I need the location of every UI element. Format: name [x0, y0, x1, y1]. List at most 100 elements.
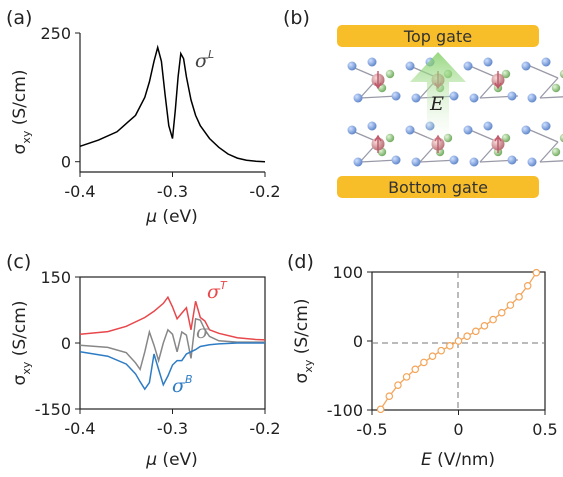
svg-text:σxy (S/cm): σxy (S/cm) [10, 70, 33, 155]
lattice-atom-blue [347, 125, 357, 135]
panel-label-b: (b) [283, 7, 310, 29]
panel-a-ylabel: σxy (S/cm) [10, 70, 33, 155]
lattice-atom-green [501, 69, 511, 79]
spin-arrow-icon [374, 134, 382, 153]
lattice-atom-green [551, 83, 561, 93]
lattice-bond [529, 129, 559, 143]
panel-label-a: (a) [6, 7, 32, 29]
panel-d-data-point [428, 352, 437, 360]
panel-d-data-point [471, 327, 480, 336]
panel-c-ytick-label: 0 [61, 334, 71, 353]
spin-arrow-icon [374, 71, 382, 90]
electric-field-label: E [429, 93, 444, 115]
panel-a-xtick-label: -0.3 [157, 182, 188, 201]
lattice-atom-green [559, 69, 563, 79]
panel-d-data-point [515, 293, 523, 301]
panel-d-ytick-label: 100 [332, 263, 363, 282]
lattice-atom-blue [391, 91, 401, 101]
lattice-atom-blue [411, 93, 421, 103]
lattice-atom-blue [405, 125, 415, 135]
panel-a-annotation: σL [195, 48, 214, 72]
panel-d-data-point [376, 405, 385, 414]
lattice-atom-blue [405, 61, 415, 71]
panel-a-ytick-label: 0 [61, 153, 71, 172]
lattice-atom-blue [507, 91, 517, 101]
panel-a-axes-frame [79, 33, 265, 173]
panel-c-ytick-label: 150 [40, 268, 71, 287]
panel-c-series-sigma [79, 317, 265, 372]
lattice-atom-green [559, 133, 563, 143]
panel-d-data-point [402, 373, 411, 381]
panel-c-annotation-total: σ [196, 321, 210, 343]
lattice-atom-blue [541, 121, 551, 131]
panel-d-data-point [489, 315, 497, 324]
lattice-atom-blue [463, 125, 473, 135]
panel-c-annotation-bottom: σB [172, 373, 193, 397]
lattice-atom-blue [449, 155, 459, 165]
lattice-atom-blue [527, 157, 537, 167]
lattice-atom-blue [391, 155, 401, 165]
panel-b-illustration: Top gate Bottom gate E [337, 25, 563, 198]
lattice-atom-blue [521, 125, 531, 135]
spin-arrow-icon [494, 134, 502, 153]
electric-field-arrow [410, 52, 466, 152]
lattice-atom-blue [367, 121, 377, 131]
svg-text:σxy (S/cm): σxy (S/cm) [10, 301, 33, 386]
lattice-atom-blue [469, 93, 479, 103]
panel-d-data-point [506, 301, 515, 309]
panel-d-data-point [446, 342, 454, 350]
panel-a-ytick-label: 250 [40, 24, 71, 43]
lattice-atom-blue [483, 121, 493, 131]
panel-c-series-sigma-b [79, 342, 265, 391]
bottom-gate-label: Bottom gate [388, 178, 488, 197]
panel-label-d: (d) [287, 251, 314, 273]
panel-d-ylabel: σxy (S/cm) [292, 299, 315, 384]
lattice-atom-blue [521, 61, 531, 71]
panel-d-data-point [385, 392, 394, 401]
panel-d-data-point [454, 337, 463, 345]
lattice-bond [539, 141, 559, 163]
lattice-atom-blue [411, 157, 421, 167]
panel-d-ytick-label: 0 [353, 332, 363, 351]
lattice-bond [539, 160, 563, 163]
lattice-atom-blue [353, 157, 363, 167]
lattice-bond [529, 65, 559, 79]
panel-d-chart: -0.5 0 0.5 -100 0 100 σxy (S/cm) E (V/nm) [292, 263, 558, 470]
panel-d-xlabel: E (V/nm) [421, 450, 495, 470]
panel-c-series-sigma-t [79, 295, 266, 341]
panel-d-data-point [420, 358, 428, 367]
panel-d-data-point [532, 268, 541, 277]
panel-d-xtick-label: -0.5 [356, 420, 387, 439]
panel-d-data-point [480, 322, 489, 330]
lattice-atom-blue [483, 57, 493, 67]
panel-a-series-sigma-l [79, 44, 266, 163]
panel-d-data-point [411, 365, 420, 374]
lattice-atom-blue [353, 93, 363, 103]
panel-a-xlabel: μ (eV) [145, 207, 198, 227]
panel-d-data-point [463, 332, 471, 340]
panel-d-xtick-label: 0.5 [532, 420, 557, 439]
lattice-atom-blue [347, 61, 357, 71]
top-gate [337, 25, 539, 47]
lattice-atom-green [551, 147, 561, 157]
svg-text:σxy (S/cm): σxy (S/cm) [292, 299, 315, 384]
panel-c-xtick-label: -0.2 [249, 419, 280, 438]
panel-a-chart: -0.4 -0.3 -0.2 0 250 σL σxy (S/cm) μ (eV) [10, 24, 281, 227]
lattice-bond [539, 96, 563, 99]
panel-c-annotation-top: σT [207, 279, 228, 303]
panel-d-data-point [437, 346, 446, 355]
lattice-atom-blue [469, 157, 479, 167]
panel-c-ylabel: σxy (S/cm) [10, 301, 33, 386]
lattice-atom-green [385, 69, 395, 79]
panel-c-xlabel: μ (eV) [145, 450, 198, 470]
bottom-gate [337, 176, 539, 198]
lattice-atom-blue [507, 155, 517, 165]
lattice-atom-blue [527, 93, 537, 103]
panel-label-c: (c) [6, 251, 31, 273]
lattice-atom-blue [463, 61, 473, 71]
lattice-atom-blue [367, 57, 377, 67]
lattice-atom-blue [541, 57, 551, 67]
lattice-atom-green [385, 133, 395, 143]
